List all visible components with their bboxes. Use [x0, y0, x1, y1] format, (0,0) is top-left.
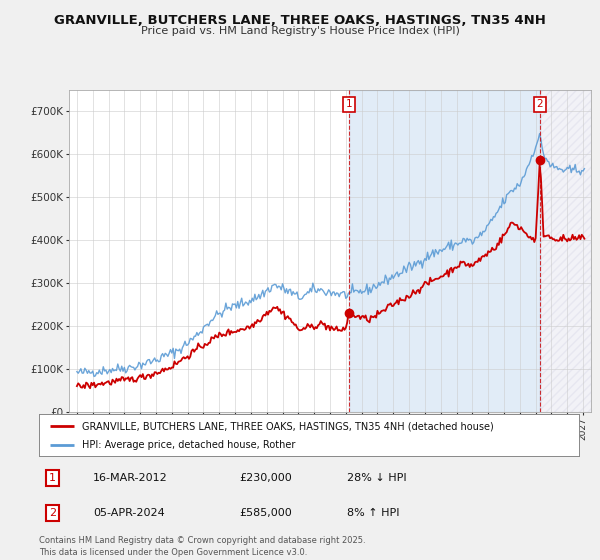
Bar — [540, 90, 591, 412]
Bar — [349, 90, 540, 412]
Text: GRANVILLE, BUTCHERS LANE, THREE OAKS, HASTINGS, TN35 4NH (detached house): GRANVILLE, BUTCHERS LANE, THREE OAKS, HA… — [82, 421, 494, 431]
Text: 05-APR-2024: 05-APR-2024 — [93, 508, 165, 518]
Text: Contains HM Land Registry data © Crown copyright and database right 2025.
This d: Contains HM Land Registry data © Crown c… — [39, 536, 365, 557]
Text: GRANVILLE, BUTCHERS LANE, THREE OAKS, HASTINGS, TN35 4NH: GRANVILLE, BUTCHERS LANE, THREE OAKS, HA… — [54, 14, 546, 27]
Text: 28% ↓ HPI: 28% ↓ HPI — [347, 473, 406, 483]
Text: £585,000: £585,000 — [239, 508, 292, 518]
Text: 2: 2 — [536, 99, 543, 109]
Text: 2: 2 — [49, 508, 56, 518]
Text: Price paid vs. HM Land Registry's House Price Index (HPI): Price paid vs. HM Land Registry's House … — [140, 26, 460, 36]
Text: 1: 1 — [49, 473, 56, 483]
Text: 16-MAR-2012: 16-MAR-2012 — [93, 473, 168, 483]
Text: 8% ↑ HPI: 8% ↑ HPI — [347, 508, 400, 518]
Text: 1: 1 — [346, 99, 352, 109]
Text: HPI: Average price, detached house, Rother: HPI: Average price, detached house, Roth… — [82, 440, 296, 450]
Text: £230,000: £230,000 — [239, 473, 292, 483]
